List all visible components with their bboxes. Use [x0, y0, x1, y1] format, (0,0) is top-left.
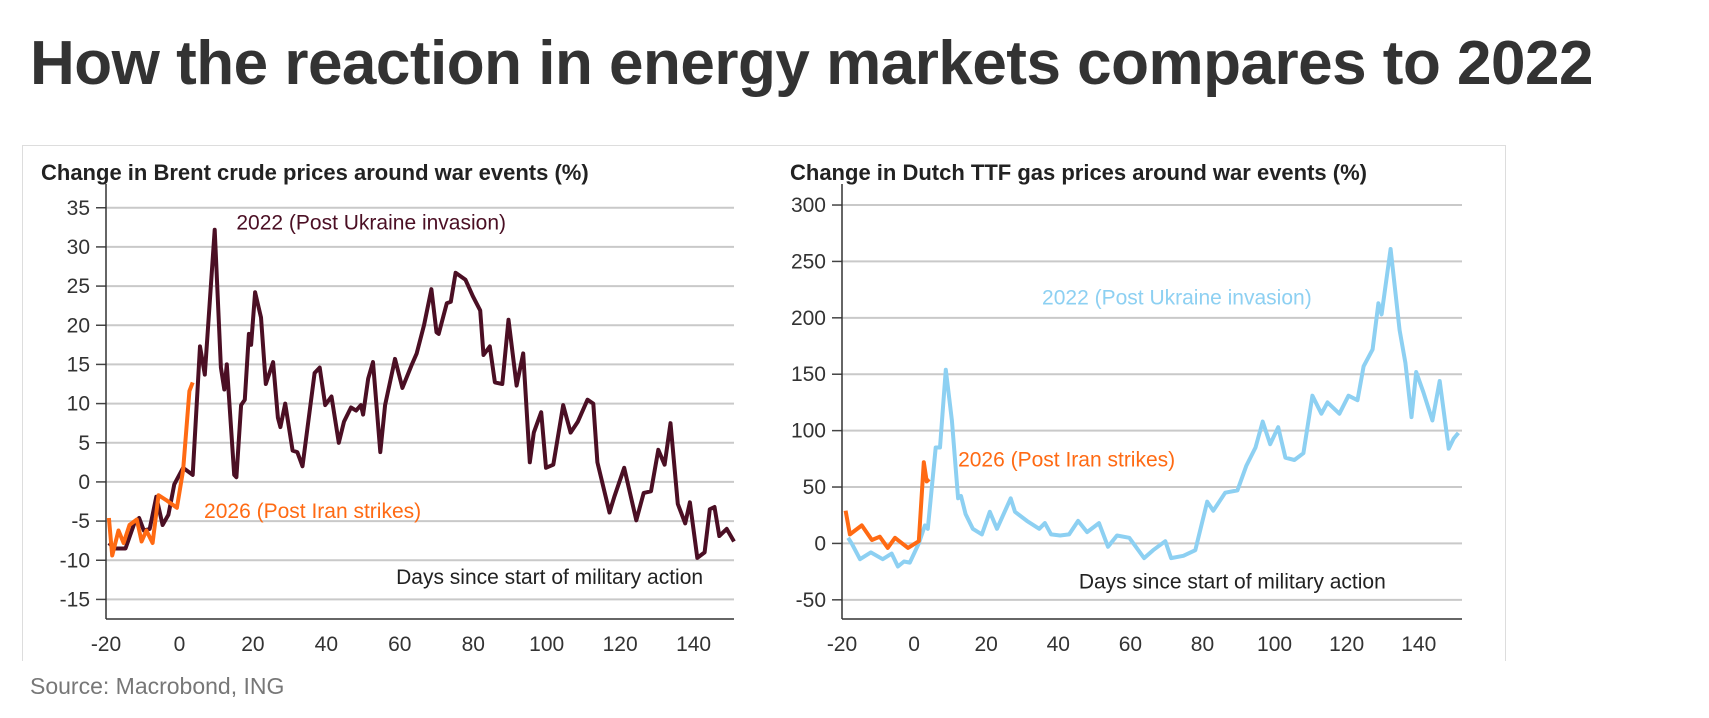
x-tick-label: 100: [1257, 633, 1292, 656]
page-title: How the reaction in energy markets compa…: [30, 29, 1593, 98]
y-tick-label: -5: [71, 510, 90, 533]
annotation: Days since start of military action: [396, 566, 703, 589]
chart-title: Change in Brent crude prices around war …: [41, 160, 589, 185]
x-tick-label: 60: [388, 633, 411, 656]
y-tick-label: 300: [791, 194, 826, 217]
annotation: Days since start of military action: [1079, 571, 1386, 594]
annotation: 2022 (Post Ukraine invasion): [1042, 286, 1312, 309]
x-tick-label: 0: [174, 633, 186, 656]
y-tick-label: 30: [67, 236, 90, 259]
y-tick-label: 0: [78, 471, 90, 494]
y-tick-label: 50: [803, 476, 826, 499]
chart-frame: [22, 145, 1506, 661]
annotation: 2026 (Post Iran strikes): [204, 500, 421, 523]
x-tick-label: 80: [462, 633, 485, 656]
x-tick-label: 100: [529, 633, 564, 656]
y-tick-label: 150: [791, 363, 826, 386]
x-tick-label: 140: [1401, 633, 1436, 656]
x-tick-label: -20: [827, 633, 857, 656]
x-tick-label: 40: [1047, 633, 1070, 656]
chart-title: Change in Dutch TTF gas prices around wa…: [790, 160, 1367, 185]
x-tick-label: 40: [315, 633, 338, 656]
y-tick-label: -50: [796, 589, 826, 612]
x-tick-label: -20: [91, 633, 121, 656]
y-tick-label: 5: [78, 432, 90, 455]
x-tick-label: 0: [908, 633, 920, 656]
y-tick-label: 35: [67, 197, 90, 220]
x-tick-label: 140: [676, 633, 711, 656]
y-tick-label: 20: [67, 314, 90, 337]
series-line-2022: [846, 247, 1460, 569]
series-line-2026: [106, 381, 195, 558]
chart-1: Change in Brent crude prices around war …: [41, 160, 736, 656]
x-tick-label: 20: [975, 633, 998, 656]
series-line-2022: [107, 227, 736, 560]
y-tick-label: 0: [814, 532, 826, 555]
y-tick-label: -10: [60, 549, 90, 572]
source-note: Source: Macrobond, ING: [30, 673, 285, 699]
annotation: 2022 (Post Ukraine invasion): [236, 212, 506, 235]
x-tick-label: 80: [1191, 633, 1214, 656]
x-tick-label: 60: [1119, 633, 1142, 656]
series-line-2026: [843, 460, 931, 550]
y-tick-label: 200: [791, 307, 826, 330]
y-tick-label: 100: [791, 420, 826, 443]
y-tick-label: 25: [67, 275, 90, 298]
chart-2: Change in Dutch TTF gas prices around wa…: [790, 160, 1462, 656]
y-tick-label: -15: [60, 588, 90, 611]
y-tick-label: 10: [67, 393, 90, 416]
y-tick-label: 250: [791, 250, 826, 273]
x-tick-label: 120: [603, 633, 638, 656]
annotation: 2026 (Post Iran strikes): [958, 449, 1175, 472]
x-tick-label: 20: [241, 633, 264, 656]
y-tick-label: 15: [67, 353, 90, 376]
x-tick-label: 120: [1329, 633, 1364, 656]
